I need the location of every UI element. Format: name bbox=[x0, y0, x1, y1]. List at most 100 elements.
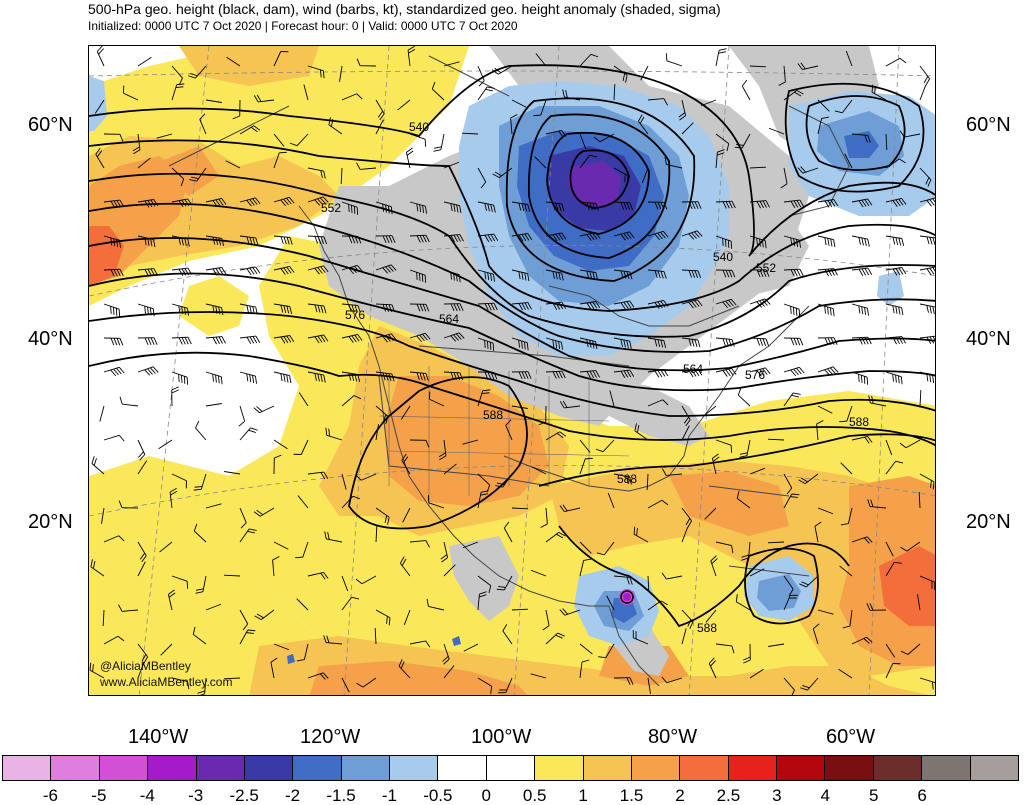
wind-barb bbox=[662, 468, 683, 476]
colorbar-tick-label: -5 bbox=[91, 786, 107, 805]
wind-barb bbox=[919, 677, 935, 691]
wind-barb bbox=[375, 609, 391, 626]
wind-barb bbox=[783, 199, 805, 208]
wind-barb bbox=[289, 133, 309, 147]
wind-barb bbox=[866, 603, 887, 611]
map-panel[interactable]: 540 552 564 576 588 540 552 564 576 588 … bbox=[88, 45, 936, 696]
wind-barb bbox=[461, 132, 479, 135]
wind-barb bbox=[559, 504, 581, 513]
wind-barb bbox=[303, 84, 309, 101]
wind-barb bbox=[239, 427, 258, 441]
wind-barb bbox=[307, 571, 329, 580]
contour-east-high bbox=[805, 95, 906, 171]
wind-barb bbox=[812, 623, 820, 645]
wind-barb bbox=[137, 662, 145, 679]
contour-552 bbox=[89, 172, 935, 338]
wind-barb bbox=[579, 659, 590, 679]
wind-barb bbox=[542, 609, 550, 631]
wind-barb bbox=[205, 99, 222, 103]
wind-barb bbox=[715, 439, 733, 453]
wind-barb bbox=[463, 643, 479, 652]
wind-barb bbox=[95, 147, 105, 169]
wind-barb bbox=[510, 114, 518, 135]
contour-label-564-east: 564 bbox=[683, 362, 703, 376]
wind-barb bbox=[440, 541, 449, 563]
wind-barb bbox=[919, 575, 935, 590]
wind-barb bbox=[89, 662, 105, 679]
wind-barb bbox=[374, 627, 377, 645]
wind-barb bbox=[710, 555, 718, 577]
wind-barb bbox=[780, 167, 788, 189]
wind-barb bbox=[647, 337, 667, 348]
wind-barb bbox=[239, 528, 257, 543]
wind-barb bbox=[205, 371, 223, 385]
wind-barb bbox=[101, 507, 105, 524]
height-contours bbox=[89, 64, 935, 628]
wind-barb bbox=[477, 575, 492, 594]
wind-barb bbox=[226, 56, 241, 67]
wind-barb bbox=[223, 677, 241, 680]
wind-barb bbox=[171, 83, 185, 101]
wind-barb bbox=[919, 65, 931, 86]
wind-barb bbox=[840, 462, 853, 475]
wind-barb bbox=[885, 643, 896, 658]
wind-barb bbox=[885, 267, 907, 276]
wind-barb bbox=[103, 434, 125, 442]
wind-barb bbox=[399, 556, 411, 577]
wind-barb bbox=[885, 439, 893, 456]
colorbar-tick-label: 0 bbox=[481, 786, 492, 805]
wind-barb bbox=[160, 643, 173, 656]
wind-barb bbox=[579, 439, 591, 453]
lon-label-60w: 60°W bbox=[826, 726, 876, 748]
wind-barb bbox=[867, 499, 887, 509]
wind-barb bbox=[375, 507, 390, 525]
wind-barb bbox=[273, 439, 288, 450]
wind-barb bbox=[205, 197, 227, 207]
wind-barb bbox=[711, 453, 720, 475]
wind-barb bbox=[477, 167, 487, 189]
wind-barb bbox=[817, 366, 839, 376]
lat-label-20n-left: 20°N bbox=[28, 511, 73, 533]
wind-barb bbox=[749, 568, 765, 577]
wind-barb bbox=[579, 53, 599, 67]
wind-barb bbox=[307, 334, 329, 344]
wind-barb bbox=[704, 507, 717, 520]
colorbar-swatch bbox=[438, 756, 487, 780]
contour-low-core-4 bbox=[505, 97, 696, 282]
wind-barb bbox=[646, 473, 649, 491]
wind-barb bbox=[90, 559, 105, 577]
wind-barb bbox=[783, 575, 794, 596]
wind-barb bbox=[885, 197, 907, 207]
contour-588-anti bbox=[744, 547, 819, 625]
credit-website[interactable]: www.AliciaMBentley.com bbox=[100, 675, 233, 689]
wind-barb bbox=[851, 636, 873, 645]
wind-barb bbox=[103, 133, 124, 142]
colorbar bbox=[2, 755, 1019, 781]
wind-barb bbox=[778, 65, 786, 86]
colorbar-tick-label: -0.5 bbox=[423, 786, 453, 805]
colorbar-swatch bbox=[51, 756, 100, 780]
wind-barb bbox=[817, 609, 834, 615]
anomaly-negative-5 bbox=[567, 161, 621, 209]
wind-barb bbox=[885, 57, 907, 67]
wind-barb bbox=[767, 541, 785, 544]
wind-barb bbox=[324, 531, 343, 543]
wind-barb bbox=[273, 151, 287, 169]
wind-barb bbox=[137, 460, 148, 475]
wind-barb bbox=[443, 564, 456, 577]
wind-barb bbox=[545, 269, 564, 281]
wind-barb bbox=[431, 81, 445, 101]
wind-barb bbox=[647, 499, 669, 509]
wind-barb bbox=[535, 53, 547, 67]
wind-barb bbox=[398, 659, 411, 679]
wind-barb bbox=[783, 303, 801, 317]
wind-barb bbox=[356, 58, 377, 67]
colorbar-swatch bbox=[922, 756, 971, 780]
wind-barb bbox=[171, 386, 179, 407]
wind-barb bbox=[885, 663, 901, 679]
wind-barb bbox=[579, 541, 592, 554]
wind-barb bbox=[498, 677, 513, 694]
wind-barb bbox=[741, 79, 751, 101]
wind-barb bbox=[900, 541, 921, 552]
wind-barb bbox=[433, 133, 445, 152]
